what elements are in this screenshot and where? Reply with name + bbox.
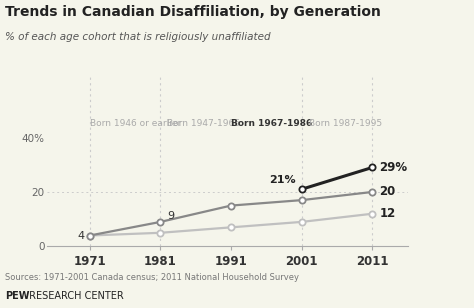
Text: 20: 20 (379, 185, 395, 198)
Text: Born 1946 or earlier: Born 1946 or earlier (90, 119, 181, 128)
Text: Born 1987-1995: Born 1987-1995 (309, 119, 382, 128)
Text: PEW: PEW (5, 291, 29, 301)
Text: 21%: 21% (270, 175, 296, 185)
Text: Trends in Canadian Disaffiliation, by Generation: Trends in Canadian Disaffiliation, by Ge… (5, 5, 381, 18)
Text: 4: 4 (77, 230, 84, 241)
Text: Sources: 1971-2001 Canada census; 2011 National Household Survey: Sources: 1971-2001 Canada census; 2011 N… (5, 273, 299, 282)
Text: Born 1967-1986: Born 1967-1986 (231, 119, 312, 128)
Text: 29%: 29% (379, 161, 407, 174)
Text: Born 1947-1966: Born 1947-1966 (167, 119, 240, 128)
Text: 12: 12 (379, 207, 395, 220)
Text: % of each age cohort that is religiously unaffiliated: % of each age cohort that is religiously… (5, 32, 270, 42)
Text: 9: 9 (167, 210, 174, 221)
Text: RESEARCH CENTER: RESEARCH CENTER (26, 291, 124, 301)
